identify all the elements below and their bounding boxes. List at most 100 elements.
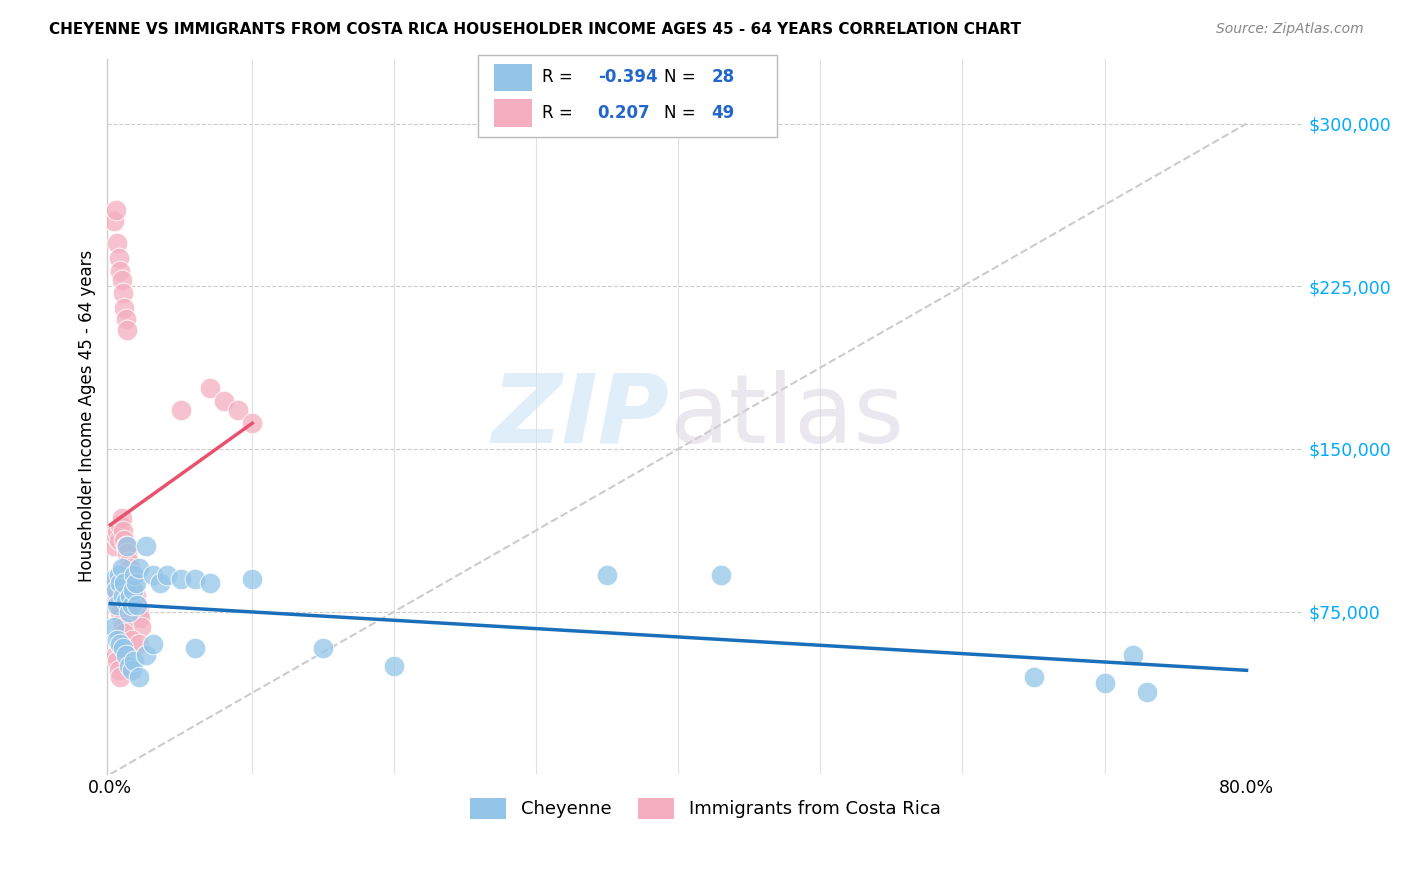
Point (121, 567, 143, 582)
Point (240, 572, 263, 586)
Point (170, 402, 193, 417)
Point (117, 323, 139, 337)
Text: R =: R = (541, 68, 578, 87)
Point (110, 615, 132, 630)
Point (198, 576, 221, 591)
Point (125, 590, 148, 604)
Point (128, 637, 150, 651)
Point (115, 311, 138, 326)
Point (122, 582, 145, 597)
Text: -0.394: -0.394 (598, 68, 658, 87)
Point (104, 203, 127, 218)
Point (104, 582, 127, 597)
Point (131, 620, 153, 634)
Point (117, 540, 139, 554)
Point (107, 663, 129, 677)
Point (104, 582, 127, 597)
Point (104, 528, 127, 542)
Point (112, 533, 135, 547)
Point (135, 540, 157, 554)
Point (107, 251, 129, 265)
Bar (494, 63, 531, 91)
Point (124, 582, 146, 597)
Point (108, 576, 131, 591)
Point (108, 264, 131, 278)
Point (312, 641, 335, 656)
Text: 0.207: 0.207 (598, 104, 651, 122)
Point (170, 572, 193, 586)
Point (128, 669, 150, 683)
Point (108, 637, 131, 651)
Point (107, 533, 129, 547)
Point (112, 301, 135, 315)
Point (118, 555, 141, 569)
Point (184, 572, 207, 586)
Point (111, 285, 134, 300)
Point (596, 567, 619, 582)
FancyBboxPatch shape (478, 55, 778, 137)
Point (226, 402, 249, 417)
Point (128, 605, 150, 619)
Point (112, 626, 135, 640)
Point (124, 654, 146, 668)
Bar (494, 99, 531, 127)
Text: CHEYENNE VS IMMIGRANTS FROM COSTA RICA HOUSEHOLDER INCOME AGES 45 - 64 YEARS COR: CHEYENNE VS IMMIGRANTS FROM COSTA RICA H… (49, 22, 1021, 37)
Point (121, 663, 143, 677)
Point (111, 620, 134, 634)
Point (118, 658, 141, 673)
Point (108, 669, 131, 683)
Point (212, 394, 235, 409)
Point (105, 524, 128, 539)
Point (115, 648, 138, 662)
Point (125, 576, 148, 591)
Point (1136, 684, 1159, 698)
Point (118, 605, 141, 619)
Point (117, 546, 139, 560)
Point (135, 648, 157, 662)
Text: 28: 28 (711, 68, 734, 87)
Point (115, 540, 138, 554)
Point (105, 632, 128, 647)
Point (382, 658, 405, 673)
Point (103, 540, 125, 554)
Point (128, 561, 150, 575)
Point (121, 598, 143, 612)
Legend: Cheyenne, Immigrants from Costa Rica: Cheyenne, Immigrants from Costa Rica (463, 790, 948, 826)
Point (124, 567, 146, 582)
Point (108, 517, 131, 532)
Point (127, 598, 149, 612)
Text: N =: N = (664, 68, 700, 87)
Point (149, 576, 172, 591)
Point (110, 561, 132, 575)
Point (107, 598, 129, 612)
Point (103, 214, 125, 228)
Point (105, 654, 128, 668)
Point (110, 511, 132, 525)
Point (129, 611, 152, 625)
Point (105, 598, 128, 612)
Point (122, 576, 145, 591)
Point (240, 416, 263, 430)
Point (142, 637, 165, 651)
Point (111, 590, 134, 604)
Text: Source: ZipAtlas.com: Source: ZipAtlas.com (1216, 22, 1364, 37)
Point (710, 567, 733, 582)
Point (110, 273, 132, 287)
Text: N =: N = (664, 104, 700, 122)
Point (111, 524, 134, 539)
Point (156, 567, 179, 582)
Text: 49: 49 (711, 104, 734, 122)
Point (103, 620, 125, 634)
Point (184, 641, 207, 656)
Point (127, 598, 149, 612)
Point (121, 632, 143, 647)
Text: ZIP: ZIP (492, 370, 669, 463)
Point (198, 381, 221, 395)
Y-axis label: Householder Income Ages 45 - 64 years: Householder Income Ages 45 - 64 years (79, 251, 96, 582)
Point (1094, 676, 1116, 690)
Point (112, 576, 135, 591)
Point (115, 593, 138, 607)
Point (105, 590, 128, 604)
Point (111, 641, 134, 656)
Point (120, 590, 142, 604)
